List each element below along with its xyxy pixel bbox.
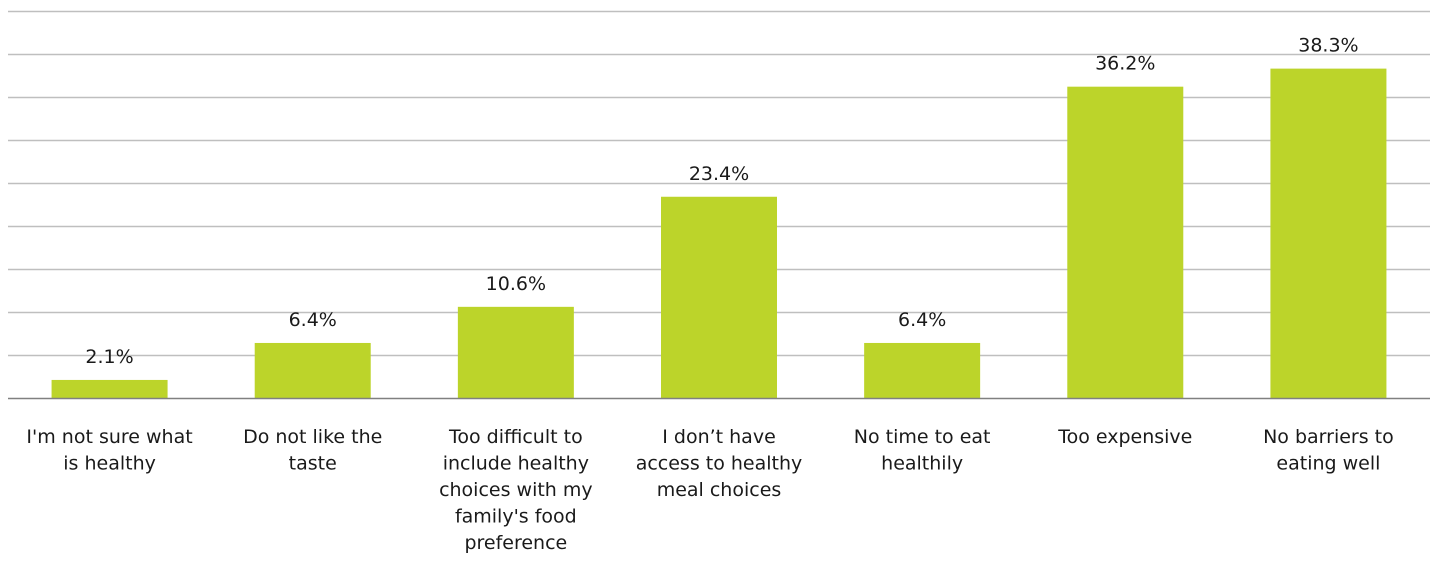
bar — [457, 306, 574, 398]
bar — [51, 379, 168, 398]
data-label: 2.1% — [85, 346, 133, 368]
category-label: I'm not sure what is healthy — [26, 426, 192, 475]
bar — [661, 196, 777, 398]
data-label: 6.4% — [898, 309, 946, 331]
gridlines — [8, 10, 1430, 357]
category-label: Too difficult to include healthy choices w… — [439, 426, 593, 554]
category-label: Do not like the taste — [243, 426, 382, 475]
data-label: 38.3% — [1298, 35, 1358, 57]
category-label: No barriers to eating well — [1263, 426, 1394, 475]
category-label: No time to eat healthily — [854, 426, 991, 475]
bar — [254, 342, 371, 398]
data-label: 23.4% — [689, 163, 749, 185]
bar — [1067, 86, 1184, 399]
category-label: Too expensive — [1057, 426, 1192, 448]
data-labels: 2.1% 6.4% 10.6% 23.4% 6.4% 36.2% 38.3% — [85, 35, 1358, 368]
bars — [51, 68, 1387, 399]
data-label: 36.2% — [1095, 53, 1155, 75]
data-label: 6.4% — [289, 309, 337, 331]
category-label: I don’t have access to healthy meal choice… — [636, 426, 803, 501]
bar — [1270, 68, 1387, 399]
data-label: 10.6% — [486, 273, 546, 295]
bar — [864, 342, 981, 398]
category-labels: I'm not sure what is healthy Do not like t… — [26, 426, 1393, 554]
